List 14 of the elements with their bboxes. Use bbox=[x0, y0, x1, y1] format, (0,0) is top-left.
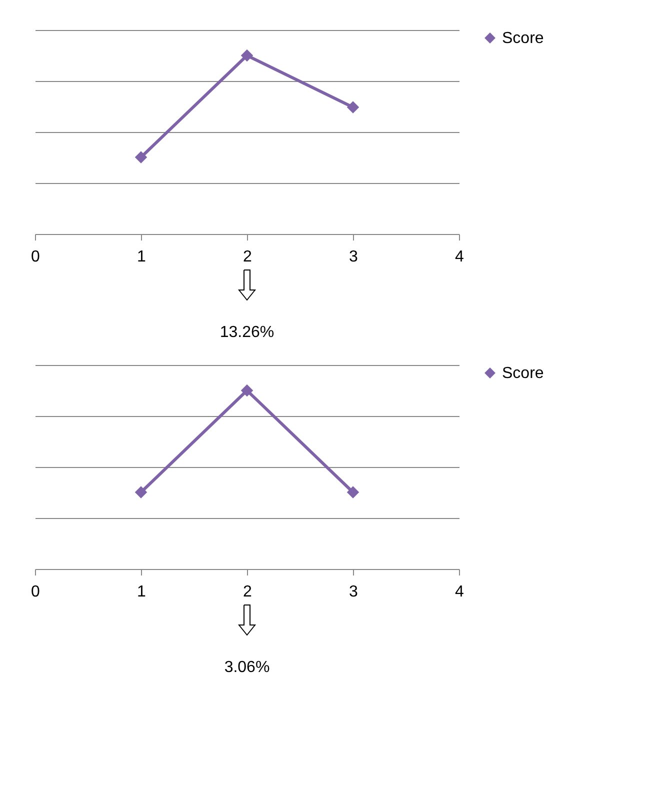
x-tick-label: 4 bbox=[455, 584, 464, 600]
x-tick-label: 4 bbox=[455, 248, 464, 266]
x-tick-label: 2 bbox=[243, 584, 252, 600]
text: 13.26% bbox=[220, 324, 274, 341]
x-tick-label: 0 bbox=[31, 248, 40, 266]
legend-label: Score bbox=[502, 30, 544, 47]
x-tick-label: 3 bbox=[349, 584, 358, 600]
x-tick-label: 1 bbox=[137, 584, 146, 600]
x-tick-label: 3 bbox=[349, 248, 358, 266]
x-tick-label: 1 bbox=[137, 248, 146, 266]
x-tick-label: 0 bbox=[31, 584, 40, 600]
legend-label: Score bbox=[502, 365, 544, 382]
x-tick-label: 2 bbox=[243, 248, 252, 266]
text: 3.06% bbox=[224, 659, 270, 676]
